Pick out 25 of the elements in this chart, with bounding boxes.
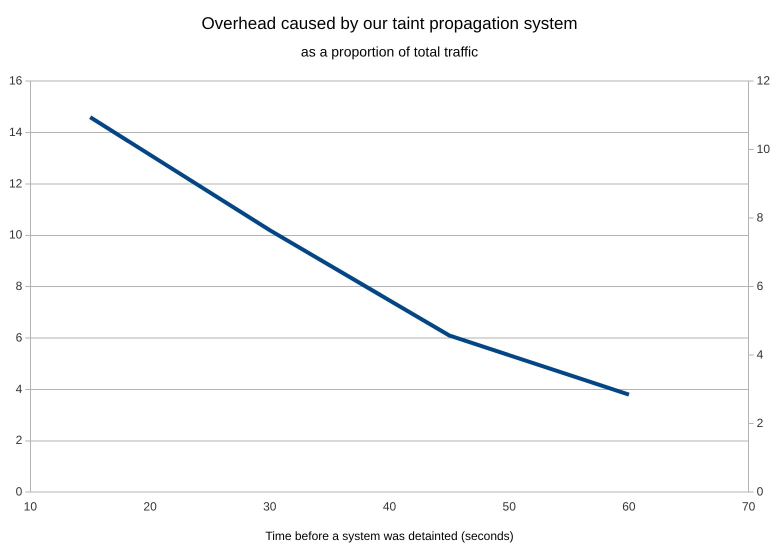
y2-tick-label: 12 xyxy=(756,74,770,88)
y2-tick-label: 8 xyxy=(756,210,764,225)
x-axis-title: Time before a system was detainted (seconds) xyxy=(265,529,514,544)
x-tick-label: 40 xyxy=(382,500,396,514)
y2-tick-label: 6 xyxy=(756,279,764,294)
y-tick-label: 4 xyxy=(16,382,23,396)
x-tick-label: 30 xyxy=(263,500,277,514)
x-tick-label: 50 xyxy=(502,500,516,514)
x-tick-label: 60 xyxy=(622,500,636,514)
y-tick-label: 2 xyxy=(16,433,23,448)
y2-tick-label: 10 xyxy=(756,142,770,156)
y-tick-label: 14 xyxy=(8,124,23,139)
chart-title: Overhead caused by our taint propagation system xyxy=(201,14,578,33)
y-tick-label: 12 xyxy=(8,176,23,190)
y2-tick-label: 0 xyxy=(756,484,764,499)
y2-tick-label: 2 xyxy=(756,416,764,430)
y2-tick-label: 4 xyxy=(756,348,764,362)
y-tick-label: 0 xyxy=(16,484,23,499)
y-tick-label: 16 xyxy=(8,74,23,88)
chart-subtitle: as a proportion of total traffic xyxy=(300,44,478,60)
x-tick-label: 20 xyxy=(143,500,158,514)
y-tick-label: 6 xyxy=(16,330,23,344)
x-tick-label: 70 xyxy=(742,500,756,514)
y-tick-label: 8 xyxy=(16,279,23,294)
y-tick-label: 10 xyxy=(8,228,23,242)
